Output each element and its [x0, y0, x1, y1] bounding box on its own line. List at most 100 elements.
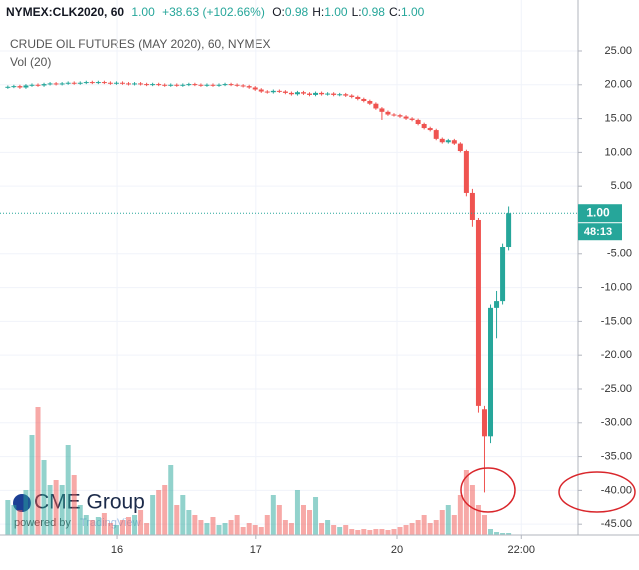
candle-body: [415, 119, 421, 124]
candle-body: [132, 83, 138, 85]
x-tick-label: 20: [391, 544, 403, 556]
volume-bar: [294, 490, 300, 535]
candle-body: [156, 84, 162, 86]
volume-bar: [11, 505, 17, 535]
volume-bar: [252, 525, 258, 535]
countdown: 48:13: [584, 226, 612, 238]
volume-bar: [506, 533, 512, 535]
volume-bar: [403, 525, 409, 535]
volume-bar: [325, 520, 331, 535]
volume-bar: [23, 490, 29, 535]
volume-bar: [180, 495, 186, 535]
candle-body: [331, 93, 337, 95]
candle-body: [337, 94, 343, 96]
candle-body: [451, 140, 457, 144]
volume-bar: [439, 510, 445, 535]
volume-bar: [132, 515, 138, 535]
y-tick-label: 25.00: [604, 45, 632, 57]
y-tick-label: 20.00: [604, 79, 632, 91]
volume-bar: [156, 490, 162, 535]
y-tick-label: 5.00: [611, 180, 632, 192]
ohlc-value: 1.00: [324, 5, 348, 19]
volume-bar: [397, 527, 403, 535]
candle-body: [150, 84, 156, 86]
y-tick-label: -45.00: [601, 518, 632, 530]
candle-body: [409, 118, 415, 120]
candle-body: [174, 84, 180, 86]
candle-body: [71, 82, 77, 84]
candle-body: [5, 86, 11, 88]
volume-bar: [35, 407, 41, 535]
volume-bar: [494, 532, 500, 535]
logo-brand: TradingView: [80, 517, 141, 529]
volume-bar: [288, 523, 294, 535]
volume-bar: [144, 523, 150, 535]
volume-bar: [427, 523, 433, 535]
candle-body: [475, 219, 481, 406]
volume-bar: [319, 523, 325, 535]
volume-bar: [53, 480, 59, 535]
y-tick-label: 10.00: [604, 146, 632, 158]
volume-bar: [41, 460, 47, 535]
candle-body: [379, 108, 385, 112]
candle-body: [361, 98, 367, 102]
countdown-box: [578, 223, 622, 241]
volume-bar: [29, 435, 35, 535]
candle-body: [373, 103, 379, 109]
candle-body: [89, 82, 95, 84]
volume-bar: [113, 525, 119, 535]
volume-bar: [391, 529, 397, 535]
candle-body: [41, 84, 47, 86]
candle-body: [192, 84, 198, 86]
candle-body: [144, 84, 150, 86]
ohlc-value: 0.98: [361, 5, 385, 19]
candle-body: [463, 151, 469, 193]
candle-body: [439, 138, 445, 143]
candle-body: [276, 90, 282, 92]
candle-body: [126, 83, 132, 85]
candle-body: [427, 128, 433, 131]
volume-bar: [216, 525, 222, 535]
volume-bar: [488, 529, 494, 535]
volume-bar: [5, 500, 11, 535]
volume-bar: [107, 523, 113, 535]
candle-body: [264, 91, 270, 93]
candle-body: [222, 84, 228, 86]
candle-body: [367, 101, 373, 104]
candle-body: [288, 92, 294, 95]
candle-body: [246, 86, 252, 88]
ohlc-value: 1.00: [400, 5, 425, 19]
symbol: NYMEX:CLK2020, 60: [6, 5, 125, 19]
y-tick-label: -30.00: [601, 417, 632, 429]
volume-bar: [270, 495, 276, 535]
candle-body: [17, 86, 23, 88]
volume-bar: [307, 510, 313, 535]
volume-bar: [343, 525, 349, 535]
candle-body: [494, 301, 500, 308]
candle-body: [59, 83, 65, 85]
candle-body: [488, 307, 494, 437]
x-tick-label: 17: [250, 544, 262, 556]
candle-body: [397, 115, 403, 117]
candle-body: [481, 409, 487, 437]
candle-body: [29, 84, 35, 86]
volume-bar: [313, 497, 319, 535]
candle-body: [23, 85, 29, 88]
volume-bar: [349, 529, 355, 535]
candle-body: [113, 82, 119, 84]
volume-bar: [162, 485, 168, 535]
volume-bar: [331, 525, 337, 535]
candle-body: [101, 82, 107, 84]
volume-bar: [355, 530, 361, 535]
last-price-box: [578, 204, 622, 223]
candle-body: [65, 82, 71, 84]
candle-body: [35, 84, 41, 86]
volume-bar: [126, 517, 132, 535]
volume-bar: [385, 530, 391, 535]
candle-body: [216, 84, 222, 86]
x-tick-label: 22:00: [508, 544, 536, 556]
volume-bar: [168, 465, 174, 535]
candle-body: [119, 82, 125, 84]
volume-bar: [433, 520, 439, 535]
candle-body: [270, 90, 276, 93]
